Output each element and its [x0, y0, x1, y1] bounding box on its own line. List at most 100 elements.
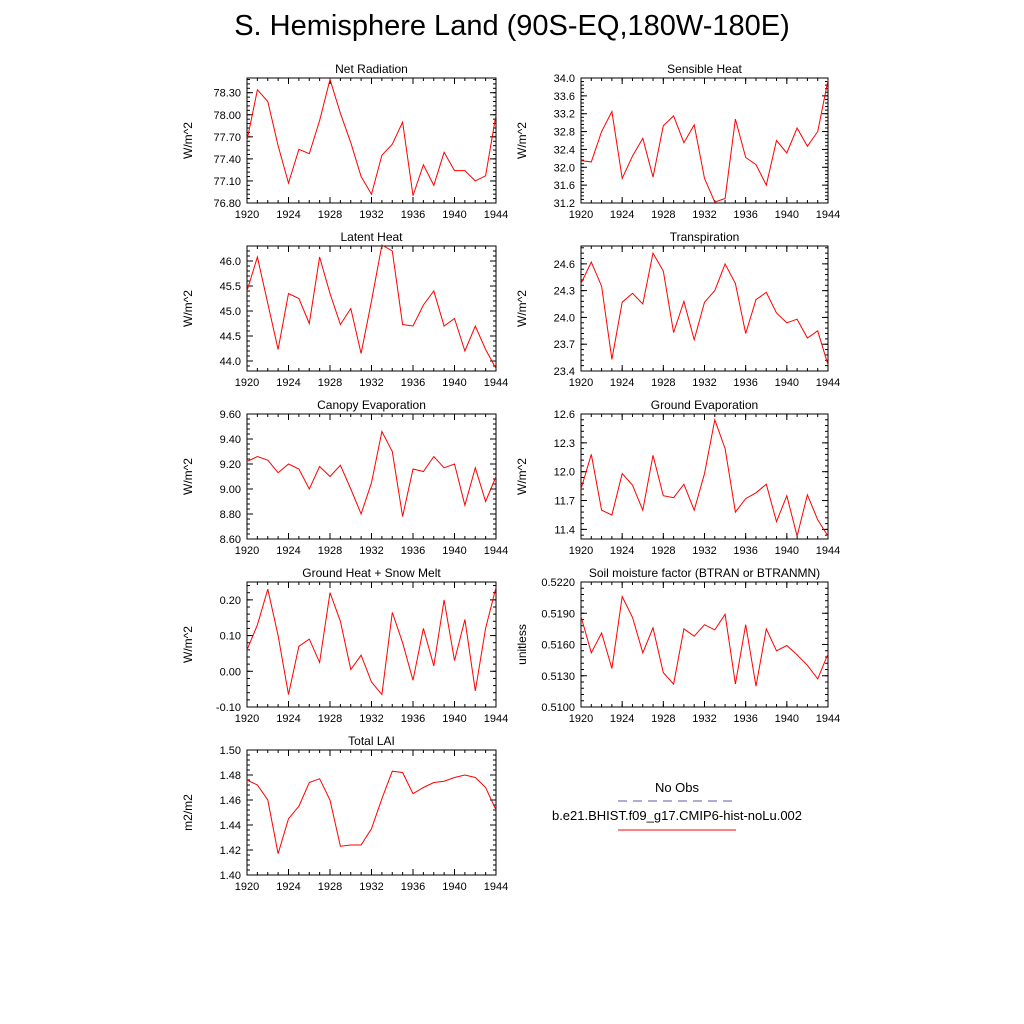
x-tick-label: 1920: [569, 377, 593, 389]
plot-frame: [580, 245, 829, 372]
plot-frame: [246, 245, 497, 372]
x-tick-label: 1928: [651, 377, 675, 389]
x-tick-label: 1940: [442, 713, 466, 725]
x-tick-label: 1932: [359, 377, 383, 389]
y-tick-label: 23.4: [554, 366, 575, 378]
chart-panel-4: Transpiration W/m^2 1920 1924 1928 1932 1936 19…: [515, 230, 840, 389]
x-tick-label: 1940: [775, 545, 799, 557]
y-tick-label: 44.0: [220, 356, 241, 368]
series-line: [246, 587, 497, 696]
series-line: [246, 430, 497, 517]
y-axis-label: W/m^2: [181, 458, 195, 495]
panel-title: Latent Heat: [340, 230, 403, 244]
x-tick-label: 1936: [401, 209, 425, 221]
x-tick-label: 1928: [318, 377, 342, 389]
y-tick-label: 9.40: [220, 434, 241, 446]
x-tick-label: 1932: [359, 545, 383, 557]
chart-panel-2: Sensible Heat W/m^2 1920 1924 1928 1932 1936 19…: [515, 62, 840, 221]
series-line: [580, 594, 829, 687]
x-tick-label: 1924: [610, 377, 634, 389]
y-tick-label: 0.10: [220, 631, 241, 643]
x-tick-label: 1940: [775, 713, 799, 725]
x-tick-label: 1920: [569, 713, 593, 725]
y-axis-label: W/m^2: [181, 626, 195, 663]
y-tick-label: 78.30: [213, 88, 241, 100]
plot-frame: [246, 749, 497, 876]
y-tick-label: 1.50: [220, 745, 241, 757]
x-tick-label: 1924: [610, 713, 634, 725]
x-tick-label: 1924: [276, 545, 300, 557]
x-tick-label: 1932: [692, 209, 716, 221]
x-tick-label: 1944: [484, 209, 508, 221]
series-line: [580, 251, 829, 365]
x-tick-label: 1920: [235, 713, 259, 725]
x-tick-label: 1936: [401, 713, 425, 725]
x-tick-label: 1924: [276, 881, 300, 893]
x-tick-label: 1940: [442, 209, 466, 221]
legend-obs-label: No Obs: [655, 780, 700, 795]
panel-title: Soil moisture factor (BTRAN or BTRANMN): [589, 566, 820, 580]
x-tick-label: 1924: [276, 713, 300, 725]
y-tick-label: 31.6: [554, 180, 575, 192]
x-tick-label: 1940: [775, 209, 799, 221]
page-title: S. Hemisphere Land (90S-EQ,180W-180E): [234, 10, 790, 42]
y-tick-label: 33.6: [554, 91, 575, 103]
x-tick-label: 1944: [484, 713, 508, 725]
x-tick-label: 1932: [359, 713, 383, 725]
y-axis-label: W/m^2: [181, 122, 195, 159]
y-tick-label: 1.40: [220, 870, 241, 882]
x-tick-label: 1944: [816, 377, 840, 389]
y-axis-label: W/m^2: [515, 122, 529, 159]
x-tick-label: 1928: [651, 713, 675, 725]
chart-panel-6: Ground Evaporation W/m^2 1920 1924 1928 1932 1…: [515, 398, 840, 557]
y-tick-label: 34.0: [554, 73, 575, 85]
x-tick-label: 1936: [401, 377, 425, 389]
y-tick-label: -0.10: [216, 702, 241, 714]
y-tick-label: 12.0: [554, 467, 575, 479]
y-axis-label: W/m^2: [515, 458, 529, 495]
y-tick-label: 0.5100: [541, 702, 575, 714]
x-tick-label: 1940: [442, 377, 466, 389]
x-tick-label: 1940: [775, 377, 799, 389]
x-tick-label: 1924: [276, 377, 300, 389]
x-tick-label: 1920: [235, 377, 259, 389]
plot-frame: [580, 413, 829, 540]
legend: No Obs b.e21.BHIST.f09_g17.CMIP6-hist-no…: [552, 780, 802, 831]
y-tick-label: 32.8: [554, 127, 575, 139]
x-tick-label: 1932: [359, 209, 383, 221]
x-tick-label: 1924: [610, 209, 634, 221]
chart-panel-7: Ground Heat + Snow Melt W/m^2 1920 1924 1928…: [181, 566, 508, 725]
x-tick-label: 1932: [692, 377, 716, 389]
y-tick-label: 78.00: [213, 110, 241, 122]
y-tick-label: 12.6: [554, 409, 575, 421]
y-axis-label: unitless: [515, 624, 529, 665]
plot-frame: [580, 581, 829, 708]
y-tick-label: 11.4: [554, 524, 575, 536]
x-tick-label: 1928: [318, 713, 342, 725]
chart-panel-5: Canopy Evaporation W/m^2 1920 1924 1928 1932 1…: [181, 398, 508, 557]
y-tick-label: 1.46: [220, 795, 241, 807]
plot-frame: [246, 413, 497, 540]
x-tick-label: 1928: [318, 545, 342, 557]
y-tick-label: 46.0: [220, 256, 241, 268]
y-tick-label: 24.0: [554, 312, 575, 324]
panel-title: Total LAI: [348, 734, 395, 748]
panel-title: Canopy Evaporation: [317, 398, 426, 412]
series-line: [246, 770, 497, 854]
y-tick-label: 76.80: [213, 198, 241, 210]
y-tick-label: 77.10: [213, 176, 241, 188]
chart-panel-1: Net Radiation W/m^2 1920 1924 1928 1932 1936 19…: [181, 62, 508, 221]
x-tick-label: 1924: [276, 209, 300, 221]
y-axis-label: m2/m2: [181, 794, 195, 831]
y-tick-label: 0.5160: [541, 640, 575, 652]
y-tick-label: 24.3: [554, 286, 575, 298]
y-tick-label: 24.6: [554, 259, 575, 271]
x-tick-label: 1920: [569, 209, 593, 221]
y-tick-label: 44.5: [220, 331, 241, 343]
x-tick-label: 1924: [610, 545, 634, 557]
y-tick-label: 45.0: [220, 306, 241, 318]
y-tick-label: 1.44: [220, 820, 241, 832]
y-tick-label: 77.70: [213, 132, 241, 144]
y-tick-label: 9.20: [220, 459, 241, 471]
